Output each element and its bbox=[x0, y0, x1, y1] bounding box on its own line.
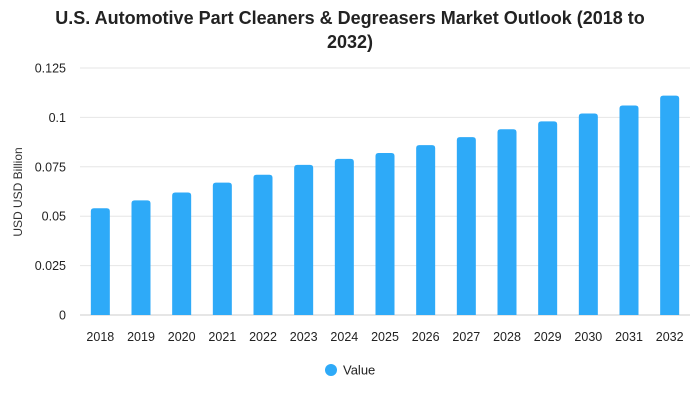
y-tick-label: 0.025 bbox=[35, 259, 66, 273]
y-axis-label: USD USD Billion bbox=[11, 147, 25, 236]
bar-2032[interactable] bbox=[660, 95, 680, 315]
bars bbox=[90, 95, 680, 316]
bar-2026[interactable] bbox=[416, 145, 436, 315]
y-tick-label: 0 bbox=[59, 309, 66, 323]
x-tick-label: 2025 bbox=[371, 330, 399, 344]
x-tick-label: 2022 bbox=[249, 330, 277, 344]
y-tick-label: 0.1 bbox=[49, 111, 66, 125]
bar-2021[interactable] bbox=[212, 182, 232, 315]
x-tick-label: 2023 bbox=[290, 330, 318, 344]
x-tick-label: 2028 bbox=[493, 330, 521, 344]
bar-2024[interactable] bbox=[334, 158, 354, 315]
legend[interactable]: Value bbox=[325, 363, 375, 378]
x-tick-label: 2029 bbox=[534, 330, 562, 344]
x-tick-label: 2024 bbox=[330, 330, 358, 344]
bar-2028[interactable] bbox=[497, 129, 517, 315]
x-tick-label: 2019 bbox=[127, 330, 155, 344]
x-tick-label: 2032 bbox=[656, 330, 684, 344]
x-tick-labels: 2018 2019 2020 2021 2022 2023 2024 2025 2026 2027… bbox=[86, 330, 683, 344]
x-tick-label: 2021 bbox=[208, 330, 236, 344]
bar-2019[interactable] bbox=[131, 200, 151, 315]
bar-2031[interactable] bbox=[619, 105, 639, 315]
y-tick-labels: 0 0.025 0.05 0.075 0.1 0.125 bbox=[35, 62, 66, 323]
bar-2022[interactable] bbox=[253, 174, 273, 315]
bar-2030[interactable] bbox=[578, 113, 598, 315]
y-tick-label: 0.05 bbox=[42, 210, 66, 224]
bar-2018[interactable] bbox=[90, 208, 110, 315]
legend-swatch-value bbox=[325, 364, 337, 376]
bar-2027[interactable] bbox=[456, 137, 476, 315]
x-tick-label: 2026 bbox=[412, 330, 440, 344]
x-tick-label: 2018 bbox=[86, 330, 114, 344]
y-tick-label: 0.125 bbox=[35, 62, 66, 76]
bar-2023[interactable] bbox=[294, 164, 314, 315]
bar-2029[interactable] bbox=[538, 121, 558, 316]
x-tick-label: 2030 bbox=[574, 330, 602, 344]
bar-2025[interactable] bbox=[375, 152, 395, 315]
chart-title-line-2: 2032) bbox=[327, 32, 373, 52]
bar-2020[interactable] bbox=[172, 192, 192, 315]
chart-title-line-1: U.S. Automotive Part Cleaners & Degrease… bbox=[55, 8, 645, 28]
x-tick-label: 2027 bbox=[452, 330, 480, 344]
x-tick-label: 2031 bbox=[615, 330, 643, 344]
x-tick-label: 2020 bbox=[168, 330, 196, 344]
legend-label-value: Value bbox=[343, 363, 375, 378]
y-tick-label: 0.075 bbox=[35, 160, 66, 174]
